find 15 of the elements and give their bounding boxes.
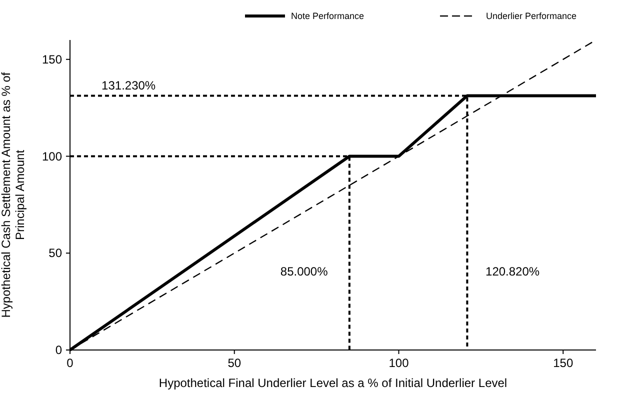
legend-label: Underlier Performance (486, 11, 577, 21)
x-axis-title: Hypothetical Final Underlier Level as a % of Initial Underlier Level (158, 376, 508, 390)
annotation: 131.230% (102, 78, 156, 93)
legend-label: Note Performance (291, 11, 364, 21)
y-tick-label: 0 (55, 343, 62, 357)
x-tick-label: 100 (388, 356, 410, 370)
x-tick-label: 0 (66, 356, 74, 370)
y-tick-label: 50 (48, 246, 62, 260)
y-tick-label: 150 (42, 52, 62, 66)
y-axis-title: Hypothetical Cash Settlement Amount as % of Principal Amount (0, 72, 27, 318)
x-tick-label: 150 (553, 356, 574, 370)
x-tick-label: 50 (228, 356, 242, 370)
annotation: 120.820% (486, 264, 540, 279)
annotation: 85.000% (280, 264, 328, 279)
y-tick-label: 100 (42, 149, 62, 164)
